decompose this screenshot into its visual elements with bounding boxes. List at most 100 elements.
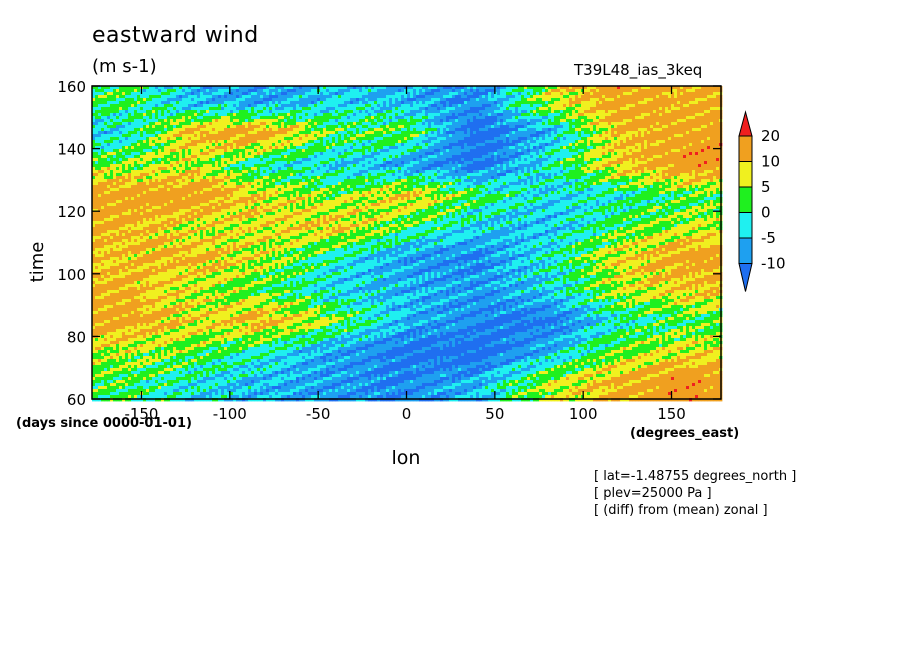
field-cell: [215, 149, 219, 153]
field-cell: [662, 113, 666, 117]
field-cell: [632, 125, 636, 129]
field-cell: [140, 143, 144, 147]
field-cell: [455, 86, 459, 90]
field-cell: [500, 125, 504, 129]
field-cell: [122, 107, 126, 111]
field-cell: [146, 125, 150, 129]
field-cell: [620, 104, 624, 108]
field-cell: [287, 110, 291, 114]
field-cell: [143, 125, 147, 129]
field-cell: [611, 149, 615, 153]
field-cell: [713, 143, 717, 147]
field-cell: [503, 143, 507, 147]
field-cell: [458, 152, 462, 156]
field-cell: [365, 137, 369, 141]
field-cell: [92, 155, 96, 159]
field-cell: [143, 86, 147, 90]
field-cell: [533, 152, 537, 156]
field-cell: [191, 89, 195, 93]
field-cell: [500, 113, 504, 117]
field-cell: [131, 152, 135, 156]
field-cell: [422, 95, 426, 99]
field-cell: [200, 104, 204, 108]
field-cell: [146, 98, 150, 102]
field-cell: [275, 119, 279, 123]
field-cell: [320, 101, 324, 105]
field-cell: [203, 107, 207, 111]
field-cell: [497, 92, 501, 96]
field-cell: [215, 155, 219, 159]
field-cell: [359, 152, 363, 156]
field-cell: [689, 110, 693, 114]
field-cell: [650, 86, 654, 90]
field-cell: [512, 104, 516, 108]
field-cell: [602, 125, 606, 129]
field-cell: [212, 125, 216, 129]
field-cell: [182, 86, 186, 90]
field-cell: [302, 155, 306, 159]
field-cell: [368, 92, 372, 96]
field-cell: [572, 101, 576, 105]
field-cell: [557, 143, 561, 147]
field-cell: [506, 125, 510, 129]
field-cell: [638, 140, 642, 144]
field-cell: [599, 89, 603, 93]
field-cell: [341, 125, 345, 129]
field-cell: [284, 95, 288, 99]
field-cell: [182, 137, 186, 141]
field-cell: [173, 116, 177, 120]
field-cell: [605, 119, 609, 123]
field-cell: [269, 86, 273, 90]
field-cell: [404, 113, 408, 117]
field-cell: [179, 155, 183, 159]
field-cell: [221, 137, 225, 141]
field-cell: [638, 104, 642, 108]
field-cell: [242, 98, 246, 102]
field-cell: [209, 143, 213, 147]
field-cell: [545, 110, 549, 114]
field-cell: [563, 149, 567, 153]
field-cell: [236, 116, 240, 120]
field-cell: [431, 119, 435, 123]
field-cell: [353, 95, 357, 99]
field-cell: [362, 101, 366, 105]
field-cell: [242, 113, 246, 117]
field-cell: [464, 152, 468, 156]
field-cell: [716, 137, 720, 141]
field-cell: [335, 104, 339, 108]
field-cell: [404, 152, 408, 156]
field-cell: [494, 128, 498, 132]
field-cell: [674, 140, 678, 144]
field-cell: [338, 113, 342, 117]
field-cell: [458, 131, 462, 135]
field-cell: [236, 146, 240, 150]
field-cell: [662, 107, 666, 111]
field-cell: [311, 101, 315, 105]
field-cell: [236, 131, 240, 135]
field-cell: [218, 152, 222, 156]
field-cell: [653, 101, 657, 105]
field-cell: [260, 110, 264, 114]
field-cell: [614, 86, 618, 90]
field-cell: [260, 92, 264, 96]
field-cell: [572, 92, 576, 96]
field-cell: [308, 119, 312, 123]
field-cell: [671, 119, 675, 123]
field-cell: [146, 92, 150, 96]
field-cell: [689, 86, 693, 90]
field-cell: [521, 110, 525, 114]
field-cell: [347, 131, 351, 135]
field-cell: [623, 104, 627, 108]
field-cell: [206, 152, 210, 156]
field-cell: [335, 92, 339, 96]
field-cell: [626, 137, 630, 141]
field-cell: [242, 140, 246, 144]
field-cell: [524, 146, 528, 150]
field-cell: [650, 104, 654, 108]
field-cell: [506, 128, 510, 132]
field-cell: [605, 137, 609, 141]
field-cell: [539, 137, 543, 141]
field-cell: [710, 98, 714, 102]
field-cell: [95, 92, 99, 96]
field-cell: [236, 98, 240, 102]
